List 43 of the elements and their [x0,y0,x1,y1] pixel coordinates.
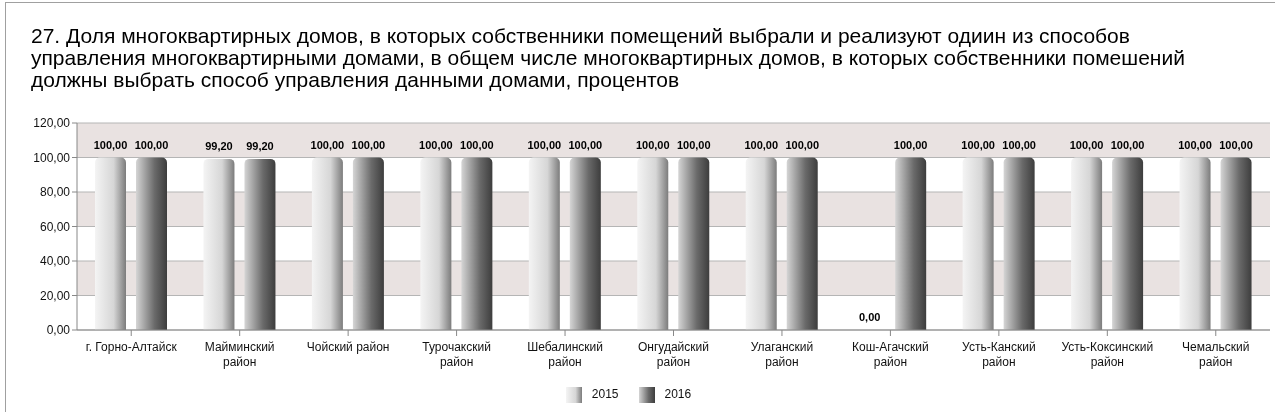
data-label: 100,00 [744,138,779,151]
data-label: 100,00 [893,138,928,151]
data-label: 100,00 [419,138,453,151]
x-tick-label: Усть-Коксинский район [1061,339,1154,369]
y-tick-label: 120,00 [33,116,71,131]
y-tick-label: 0,00 [46,323,71,338]
data-label: 100,00 [568,138,603,151]
data-label: 100,00 [785,138,820,151]
x-tick-label: Турочакский район [422,339,491,369]
x-tick-label: Чойский район [306,339,390,354]
x-tick-label: Майминский район [204,339,275,369]
data-label: 100,00 [1002,138,1036,151]
data-label: 0,00 [858,310,881,323]
data-label: 100,00 [134,138,169,151]
data-label: 100,00 [351,138,386,151]
data-label: 100,00 [460,138,494,151]
data-label: 100,00 [1069,138,1104,151]
y-tick-label: 40,00 [39,254,71,269]
chart-title: 27. Доля многоквартирных домов, в которых собственники помещений выбрали и реализуют одиин из способов управления многоквартирными домами, в общем числе многоквартирных домов, в которых собственники помешений должны выбрать способ управления данными домами, процентов [31,24,1186,91]
x-tick-label: Улаганский район [750,339,814,369]
data-label: 99,20 [205,139,233,152]
y-tick-label: 60,00 [39,219,71,234]
legend-label: 2015 [591,387,619,402]
x-tick-label: Усть-Канский район [962,339,1036,369]
data-label: 100,00 [1178,138,1212,151]
data-label: 100,00 [93,138,128,151]
x-tick-label: Чемальский район [1182,339,1250,369]
data-label: 99,20 [246,139,274,152]
data-label: 100,00 [1110,138,1145,151]
data-label: 100,00 [676,138,711,151]
x-tick-label: Кош-Агачский район [852,339,929,369]
data-label: 100,00 [1219,138,1253,151]
x-tick-label: Онгудайский район [638,339,709,369]
data-label: 100,00 [310,138,345,151]
data-label: 100,00 [527,138,562,151]
y-tick-label: 20,00 [39,288,71,303]
x-tick-label: г. Горно-Алтайск [85,339,178,354]
data-label: 100,00 [961,138,995,151]
y-tick-label: 100,00 [33,150,71,165]
legend-label: 2016 [664,387,692,402]
x-tick-label: Шебалинский район [527,339,603,369]
data-label: 100,00 [635,138,670,151]
y-tick-label: 80,00 [39,185,71,200]
